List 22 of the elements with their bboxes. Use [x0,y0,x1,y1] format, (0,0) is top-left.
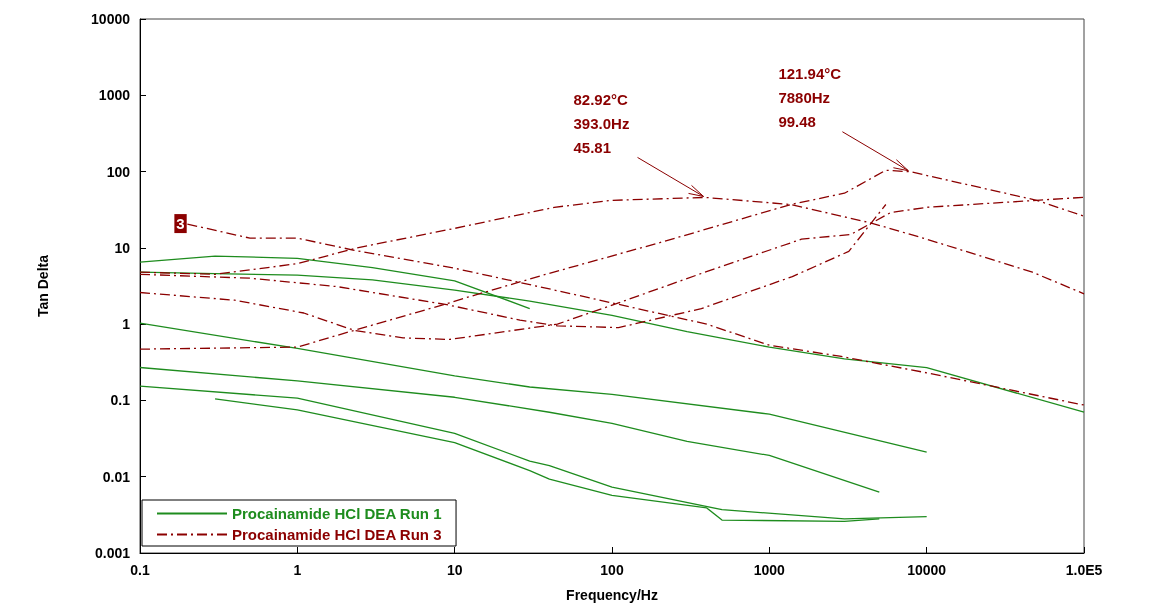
annotation: 3 [176,215,185,233]
y-tick-label: 1000 [98,87,131,104]
y-tick-label: 0.1 [110,392,131,409]
x-tick-label: 100 [600,562,624,578]
x-tick-label: 1.0E5 [1065,562,1103,578]
legend-label: Procainamide HCl DEA Run 1 [232,505,442,522]
x-tick-label: 0.1 [130,562,150,578]
annotation: 82.92°C 393.0Hz 45.81 [573,90,630,156]
y-tick-label: 10000 [91,11,131,27]
x-tick-label: 10000 [907,562,947,578]
annotation: 121.94°C 7880Hz 99.48 [778,65,842,131]
y-tick-label: 100 [106,163,131,180]
x-tick-label: 10 [446,562,463,578]
y-tick-label: 10 [114,239,131,256]
y-tick-label: 0.01 [102,468,131,485]
y-tick-label: 0.001 [94,545,131,561]
y-axis-title: Tan Delta [35,254,51,317]
x-axis-title: Frequency/Hz [566,587,658,603]
y-tick-label: 1 [122,316,131,333]
legend-label: Procainamide HCl DEA Run 3 [232,526,442,543]
x-tick-label: 1 [293,562,302,578]
x-tick-label: 1000 [753,562,786,578]
